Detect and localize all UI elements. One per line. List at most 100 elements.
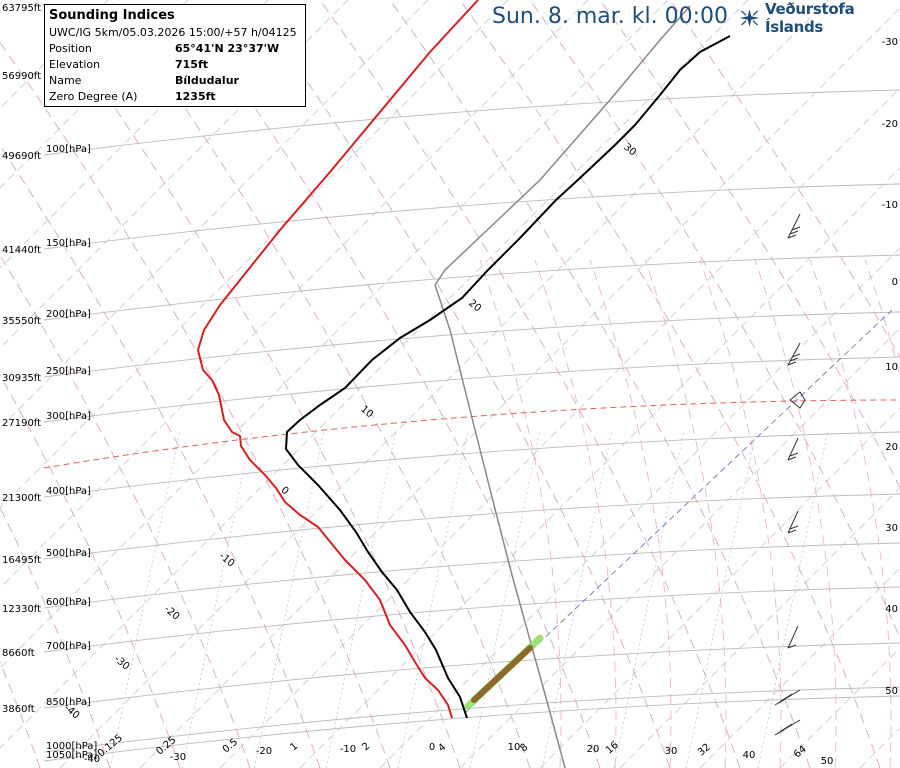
moist-adiabat-line xyxy=(754,259,837,768)
info-value: 1235ft xyxy=(175,90,216,103)
bottom-temp-tick: -40 xyxy=(84,754,100,765)
info-row-position: Position 65°41'N 23°37'W xyxy=(49,41,301,57)
isobar-lines xyxy=(43,89,900,762)
isotherm-label: 30 xyxy=(621,142,638,159)
isotherm-label: 0 xyxy=(279,485,291,498)
dewpoint-curve xyxy=(196,0,479,719)
mixing-ratio-label: 8 xyxy=(518,742,530,755)
altitude-label: 3860ft xyxy=(2,704,35,715)
isobar-line xyxy=(43,431,900,498)
isotherm-line xyxy=(859,727,900,768)
right-axis-tick: 40 xyxy=(885,604,898,615)
moist-adiabat-line xyxy=(699,259,782,768)
isotherm-line xyxy=(0,0,349,349)
mixing-ratio-label: 1 xyxy=(288,741,300,754)
mixing-ratio-label: 16 xyxy=(604,740,621,757)
snowflake-star-icon xyxy=(739,9,760,27)
isobar-line xyxy=(43,686,900,753)
isotherm-line xyxy=(0,0,749,749)
mixing-ratio-label: 2 xyxy=(360,741,372,754)
pressure-label: 850[hPa] xyxy=(46,697,91,708)
right-axis-tick: -10 xyxy=(882,200,898,211)
isotherm-line xyxy=(0,0,589,589)
dry-adiabat-line xyxy=(529,0,900,640)
isotherm-line xyxy=(0,0,509,509)
moist-adiabat-line xyxy=(589,259,672,768)
info-model-line: UWC/IG 5km/05.03.2026 15:00/+57 h/04125 xyxy=(49,26,297,39)
pressure-label: 100[hPa] xyxy=(46,144,91,155)
moist-adiabat-line xyxy=(644,259,727,768)
mixing-ratio-line xyxy=(469,429,541,768)
info-value: 65°41'N 23°37'W xyxy=(175,42,280,55)
right-axis-tick: -30 xyxy=(882,37,898,48)
mixing-ratio-label: 4 xyxy=(436,742,448,755)
dry-adiabat-line xyxy=(0,41,391,768)
isotherm-line xyxy=(539,407,900,768)
dry-adiabat-line xyxy=(0,374,181,768)
pressure-label: 1000[hPa] xyxy=(46,741,97,752)
parcel-curve xyxy=(434,5,691,768)
lifting-reference-line xyxy=(465,309,893,713)
info-value: Bíldudalur xyxy=(175,74,239,87)
mixing-ratio-line xyxy=(397,429,469,768)
isotherm-line xyxy=(0,0,669,669)
isotherm-line xyxy=(779,647,900,768)
altitude-label: 16495ft xyxy=(2,555,41,566)
pressure-label: 500[hPa] xyxy=(46,548,91,559)
zero-degree-line xyxy=(43,399,900,469)
info-row-name: Name Bíldudalur xyxy=(49,73,301,89)
dry-adiabat-line xyxy=(0,254,251,768)
info-title: Sounding Indices xyxy=(49,8,175,23)
altitude-label: 63795ft xyxy=(2,3,41,14)
dry-adiabat-line xyxy=(459,0,881,768)
isobar-line xyxy=(43,542,900,609)
info-value: 715ft xyxy=(175,58,209,71)
info-key: Zero Degree (A) xyxy=(49,90,138,103)
mixing-ratio-line xyxy=(757,429,829,768)
isotherm-label: 20 xyxy=(466,298,483,315)
pressure-label: 400[hPa] xyxy=(46,486,91,497)
surface-layer-core xyxy=(471,645,533,703)
isobar-line xyxy=(43,493,900,560)
dry-adiabat-line xyxy=(0,144,321,768)
wind-barbs xyxy=(774,213,806,736)
info-key: Elevation xyxy=(49,58,101,71)
mixing-ratio-label: 64 xyxy=(792,744,809,761)
dry-adiabat-line xyxy=(179,0,601,768)
bottom-temp-tick: 30 xyxy=(665,746,678,757)
isotherm-line xyxy=(59,0,829,768)
altitude-label: 8660ft xyxy=(2,648,35,659)
isotherm-label: -30 xyxy=(112,654,132,673)
altitude-label: 30935ft xyxy=(2,373,41,384)
isotherm-line xyxy=(0,0,269,269)
bottom-temp-tick: -30 xyxy=(170,752,186,763)
info-row-elevation: Elevation 715ft xyxy=(49,57,301,73)
isobar-line xyxy=(43,695,900,762)
bottom-temp-tick: 40 xyxy=(743,750,756,761)
forecast-date: Sun. 8. mar. kl. 00:00 xyxy=(492,4,728,29)
temperature-curve xyxy=(284,35,731,719)
isotherm-line xyxy=(219,87,900,768)
altitude-label: 21300ft xyxy=(2,493,41,504)
isotherm-line xyxy=(619,487,900,768)
right-axis-tick: 10 xyxy=(885,362,898,373)
brand-logo: Veðurstofa Íslands xyxy=(738,0,900,36)
isotherm-label: 10 xyxy=(358,404,375,421)
pressure-label: 250[hPa] xyxy=(46,366,91,377)
dry-adiabat-line xyxy=(599,0,900,489)
altitude-label: 49690ft xyxy=(2,151,41,162)
bottom-temp-tick: 0 xyxy=(429,742,435,753)
isobar-line xyxy=(43,254,900,321)
moist-adiabat-line xyxy=(534,259,617,768)
pressure-label: 1050[hPa] xyxy=(46,750,97,761)
moist-adiabat-line xyxy=(809,259,892,768)
moist-adiabat-line xyxy=(479,259,562,768)
dry-adiabat-line xyxy=(669,0,900,359)
altitude-label: 35550ft xyxy=(2,316,41,327)
dry-adiabat-line xyxy=(39,0,461,768)
right-axis-tick: 20 xyxy=(885,442,898,453)
pressure-label: 700[hPa] xyxy=(46,641,91,652)
isotherm-label: -20 xyxy=(162,604,182,623)
